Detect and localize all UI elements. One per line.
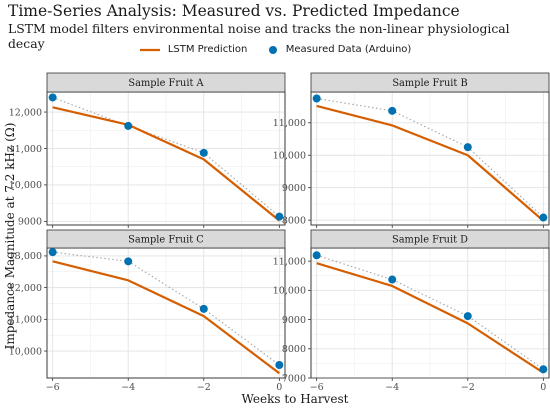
legend: LSTM Prediction Measured Data (Arduino) bbox=[0, 44, 550, 56]
y-tick-label: 11,000 bbox=[273, 256, 306, 267]
measured-data-point bbox=[312, 251, 321, 260]
measured-data-point bbox=[463, 312, 472, 321]
y-tick-label: 12,000 bbox=[9, 107, 42, 118]
x-tick-label: 0 bbox=[276, 382, 282, 393]
facet-strip bbox=[310, 72, 550, 93]
facet-strip-label: Sample Fruit D bbox=[392, 235, 468, 246]
measured-data-point bbox=[199, 148, 208, 157]
x-tick-label: −4 bbox=[385, 382, 399, 393]
measured-data-point bbox=[124, 257, 133, 266]
y-tick-label: 11,000 bbox=[9, 144, 42, 155]
measured-data-point bbox=[388, 106, 397, 115]
facet-strip bbox=[310, 229, 550, 249]
x-tick-label: −6 bbox=[310, 382, 324, 393]
facet-strip bbox=[46, 72, 286, 93]
measured-data-point bbox=[48, 248, 57, 257]
legend-line-swatch bbox=[139, 48, 160, 51]
y-tick-label: 10,000 bbox=[9, 180, 42, 191]
y-tick-label: 9000 bbox=[18, 217, 42, 228]
legend-item-prediction: LSTM Prediction bbox=[139, 44, 248, 56]
y-axis-title: Impedance Magnitude at 7.2 kHz (Ω) bbox=[3, 123, 17, 350]
x-tick-label: −2 bbox=[197, 382, 211, 393]
facet-strip-label: Sample Fruit C bbox=[128, 235, 204, 246]
measured-connector-line bbox=[52, 251, 280, 366]
measured-data-point bbox=[199, 304, 208, 313]
chart-title: Time-Series Analysis: Measured vs. Predi… bbox=[8, 2, 460, 20]
x-tick-label: −6 bbox=[46, 382, 60, 393]
prediction-series-line bbox=[52, 260, 280, 375]
y-tick-label: 9000 bbox=[282, 183, 306, 194]
y-tick-label: 9000 bbox=[282, 315, 306, 326]
y-tick-label: 13,000 bbox=[9, 251, 42, 262]
legend-item-measured: Measured Data (Arduino) bbox=[267, 44, 412, 56]
legend-label-measured: Measured Data (Arduino) bbox=[285, 44, 412, 55]
y-tick-label: 11,000 bbox=[9, 315, 42, 326]
measured-data-point bbox=[539, 365, 548, 374]
facet-strip-label: Sample Fruit B bbox=[392, 78, 467, 89]
y-tick-label: 7000 bbox=[282, 373, 306, 384]
y-tick-label: 10,000 bbox=[9, 346, 42, 357]
x-tick-label: −2 bbox=[461, 382, 475, 393]
measured-data-point bbox=[48, 93, 57, 102]
y-tick-label: 12,000 bbox=[9, 283, 42, 294]
y-tick-label: 10,000 bbox=[273, 286, 306, 297]
facet-strip-label: Sample Fruit A bbox=[128, 78, 204, 89]
measured-connector-line bbox=[316, 254, 544, 370]
x-tick-label: 0 bbox=[540, 382, 546, 393]
measured-data-point bbox=[539, 213, 548, 222]
measured-data-point bbox=[312, 94, 321, 103]
y-tick-label: 8000 bbox=[282, 215, 306, 226]
facet-strip bbox=[46, 229, 286, 249]
measured-connector-line bbox=[52, 96, 280, 218]
y-tick-label: 10,000 bbox=[273, 151, 306, 162]
chart-subtitle: LSTM model filters environmental noise a… bbox=[8, 21, 510, 51]
legend-point-swatch bbox=[268, 45, 277, 54]
prediction-series-line bbox=[52, 106, 281, 222]
measured-data-point bbox=[124, 121, 133, 130]
legend-label-prediction: LSTM Prediction bbox=[167, 44, 248, 55]
measured-data-point bbox=[275, 361, 284, 369]
measured-data-point bbox=[275, 212, 284, 221]
x-axis-title: Weeks to Harvest bbox=[242, 392, 349, 406]
measured-data-point bbox=[388, 275, 397, 284]
y-tick-label: 11,000 bbox=[273, 118, 306, 129]
measured-data-point bbox=[463, 143, 472, 152]
x-tick-label: −4 bbox=[121, 382, 135, 393]
prediction-series-line bbox=[316, 104, 545, 222]
y-tick-label: 8000 bbox=[282, 344, 306, 355]
prediction-series-line bbox=[316, 262, 544, 374]
measured-connector-line bbox=[316, 97, 544, 218]
